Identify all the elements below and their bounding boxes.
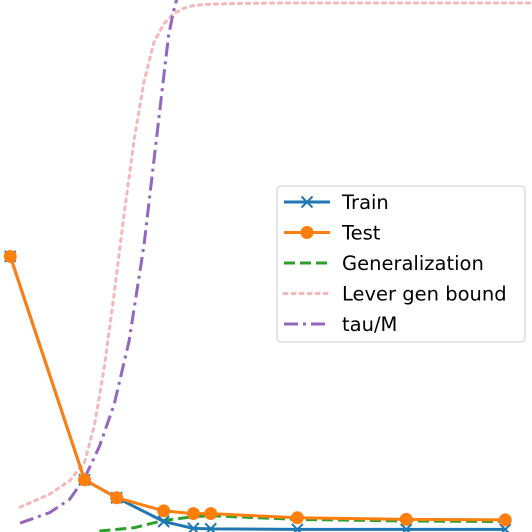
data-point-test xyxy=(186,507,200,521)
data-point-train xyxy=(187,522,200,532)
legend-label-lever-gen-bound: Lever gen bound xyxy=(342,283,507,306)
data-point-train xyxy=(499,523,512,532)
data-point-test xyxy=(399,512,413,526)
series-line-tau-m xyxy=(19,0,179,525)
data-point-test xyxy=(110,491,124,505)
data-point-test xyxy=(290,511,304,525)
data-point-train xyxy=(291,523,304,532)
legend-marker-test xyxy=(300,226,314,239)
legend-label-generalization: Generalization xyxy=(342,252,484,275)
legend-label-tau-m: tau/M xyxy=(342,313,397,336)
series-line-generalization xyxy=(99,514,506,532)
data-point-test xyxy=(3,249,17,263)
data-point-test xyxy=(78,473,91,487)
data-point-train xyxy=(204,522,217,532)
data-point-test xyxy=(498,513,512,527)
data-point-train xyxy=(400,523,413,532)
data-point-train xyxy=(157,515,170,528)
legend-label-test: Test xyxy=(341,222,381,245)
legend: Train Test Generalization Lever gen bound ta… xyxy=(276,185,526,343)
plot-area xyxy=(3,0,532,532)
data-point-test xyxy=(157,504,171,518)
legend-marker-train xyxy=(300,195,314,209)
data-point-test xyxy=(204,507,218,521)
series-line-lever-gen-bound xyxy=(18,1,532,509)
legend-label-train: Train xyxy=(341,191,389,214)
legend-box xyxy=(276,185,526,343)
